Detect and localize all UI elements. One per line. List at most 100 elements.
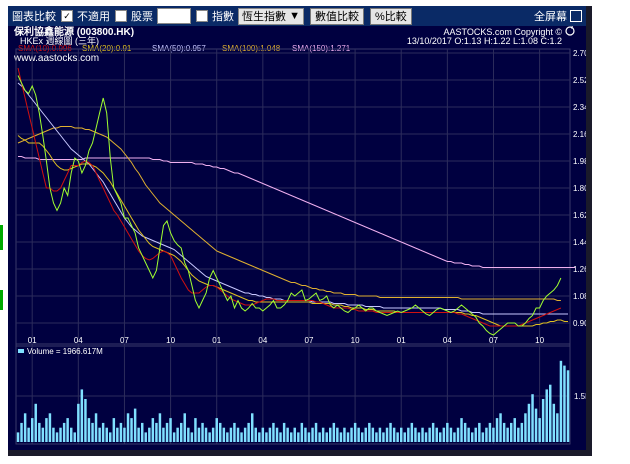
volume-bar [187, 427, 190, 442]
x-tick-label: 04 [74, 336, 83, 345]
volume-bar [478, 422, 481, 442]
volume-bar [116, 427, 119, 442]
y-tick-label: 1.260 [573, 265, 586, 274]
volume-bar [481, 432, 485, 442]
volume-bar [300, 422, 304, 442]
volume-bar [141, 422, 144, 442]
sma100-line [17, 126, 561, 301]
volume-bar [52, 427, 55, 442]
volume-bar [70, 427, 73, 442]
stock-checkbox[interactable] [115, 10, 127, 22]
volume-bar [463, 422, 467, 442]
volume-bar [307, 432, 311, 442]
sma50-line [17, 82, 568, 315]
volume-bar [332, 422, 336, 442]
volume-bar [471, 432, 474, 442]
index-label: 指數 [212, 11, 234, 23]
volume-bar [495, 418, 499, 442]
x-tick-label: 10 [351, 336, 360, 345]
volume-bar [98, 427, 101, 442]
volume-bar [311, 427, 314, 442]
volume-bar [414, 427, 417, 442]
volume-bar [346, 432, 350, 442]
volume-bar [534, 408, 538, 442]
x-tick-label: 04 [258, 336, 267, 345]
volume-bar [62, 422, 66, 442]
volume-bar [385, 427, 389, 442]
y-tick-label: 1.620 [573, 211, 586, 220]
volume-bar [339, 432, 343, 442]
x-tick-label: 10 [535, 336, 544, 345]
refresh-icon[interactable] [565, 26, 575, 36]
volume-bar [172, 432, 176, 442]
volume-bar [314, 422, 318, 442]
volume-bar [538, 418, 541, 442]
sma10-line [17, 67, 562, 327]
volume-bar [545, 389, 548, 442]
x-tick-label: 07 [120, 336, 129, 345]
chart-toolbar: 圖表比較 ✓ 不適用 股票 指數 恆生指數 ▼ 數值比較 %比較 全屏幕 [8, 6, 586, 26]
volume-bar [126, 413, 130, 442]
volume-bar [353, 422, 357, 442]
volume-bar [261, 427, 265, 442]
volume-bar [417, 432, 421, 442]
x-tick-label: 07 [305, 336, 314, 345]
volume-bar [45, 418, 48, 442]
volume-bar [158, 413, 162, 442]
volume-bar [290, 432, 293, 442]
volume-bar [389, 422, 392, 442]
volume-bar [321, 427, 325, 442]
volume-bar [439, 432, 442, 442]
chart-area: 保利協鑫能源 (003800.HK) HKEx 週線圖 (三年) www.aas… [8, 25, 594, 450]
y-tick-label: 2.160 [573, 130, 586, 139]
volume-bar [531, 394, 534, 442]
volume-bar [247, 422, 250, 442]
volume-bar [541, 399, 545, 442]
volume-bar [364, 427, 367, 442]
volume-bar [105, 427, 108, 442]
stock-code-input[interactable] [157, 8, 191, 24]
volume-bar [236, 427, 240, 442]
volume-bar [133, 408, 137, 442]
not-applicable-checkbox[interactable]: ✓ [61, 10, 73, 22]
volume-bar [435, 427, 438, 442]
volume-bar [488, 422, 492, 442]
volume-bar [204, 427, 208, 442]
volume-bar [55, 432, 59, 442]
volume-bar [112, 418, 116, 442]
volume-bar [318, 432, 321, 442]
index-checkbox[interactable] [196, 10, 208, 22]
volume-bar [27, 427, 30, 442]
fullscreen-icon[interactable] [570, 10, 582, 22]
volume-tick-label: 1.5B [574, 392, 586, 401]
index-select[interactable]: 恆生指數 ▼ [238, 7, 304, 25]
volume-bar [293, 427, 296, 442]
percent-compare-button[interactable]: %比較 [369, 7, 412, 25]
volume-bar [254, 427, 257, 442]
volume-bar [41, 427, 45, 442]
volume-bar [510, 422, 513, 442]
volume-bar [556, 413, 559, 442]
volume-bar [272, 422, 275, 442]
volume-bar [428, 427, 431, 442]
volume-bar [34, 403, 37, 442]
volume-bar [226, 432, 229, 442]
volume-bar [396, 432, 399, 442]
volume-bar [23, 413, 27, 442]
volume-bar [233, 422, 236, 442]
volume-bar [378, 427, 382, 442]
value-compare-button[interactable]: 數值比較 [309, 7, 364, 25]
volume-bar [403, 432, 406, 442]
volume-bar [336, 427, 339, 442]
volume-panel-border [15, 343, 571, 445]
sma20-line [17, 135, 568, 327]
volume-bar [38, 422, 41, 442]
volume-bar [467, 427, 470, 442]
volume-bar [460, 418, 463, 442]
volume-bar [474, 427, 477, 442]
volume-bar [431, 422, 435, 442]
fullscreen-button[interactable]: 全屏幕 [534, 11, 567, 23]
volume-bar [375, 432, 378, 442]
volume-bar [304, 427, 307, 442]
y-tick-label: 2.520 [573, 76, 586, 85]
